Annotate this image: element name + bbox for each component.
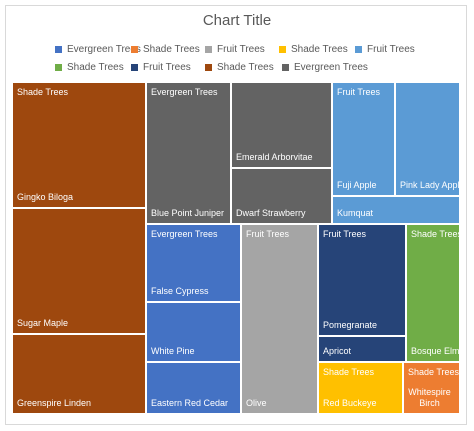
tile-group-label: Fruit Trees [246,229,290,239]
legend-label: Evergreen Trees [67,43,141,55]
legend-swatch [279,45,286,53]
legend-row: Shade Trees Fruit Trees Shade Trees Evergre… [0,60,474,74]
treemap-tile: Fruit Trees Olive [242,225,317,413]
chart-title: Chart Title [202,12,272,29]
treemap-tile: Fruit Trees Fuji Apple [333,83,394,195]
tile-name-label: Red Buckeye [323,398,377,408]
treemap-tile: Emerald Arborvitae [232,83,331,167]
treemap-tile: Sugar Maple [13,209,145,333]
legend-label: Fruit Trees [367,43,415,55]
tile-name-label: Dwarf Strawberry [236,208,306,218]
treemap-tile: Pink Lady Apple [396,83,465,195]
treemap-tile: Kumquat [333,197,459,223]
treemap-tile: Dwarf Strawberry [232,169,331,223]
tile-group-label: Fruit Trees [323,229,367,239]
legend-entry: Fruit Trees [355,42,415,56]
legend-label: Evergreen Trees [294,61,368,73]
treemap-tile: White Pine [147,303,240,361]
treemap-tile: Greenspire Linden [13,335,145,413]
legend-swatch [205,63,212,71]
legend-entry: Shade Trees [55,60,124,74]
legend-label: Shade Trees [143,43,200,55]
legend-entry: Fruit Trees [131,60,191,74]
treemap-tile: Fruit Trees Pomegranate [319,225,405,335]
treemap-tile: Evergreen Trees Blue Point Juniper [147,83,230,223]
legend-swatch [55,45,62,53]
tile-name-label: Pink Lady Apple [400,180,465,190]
treemap-tile: Apricot [319,337,405,361]
legend-swatch [131,45,138,53]
legend-swatch [355,45,362,53]
tile-name-label: Olive [246,398,267,408]
tile-name-label: White Pine [151,346,195,356]
legend-label: Fruit Trees [217,43,265,55]
legend-label: Shade Trees [67,61,124,73]
tile-name-label: False Cypress [151,286,209,296]
tile-name-label: Emerald Arborvitae [236,152,313,162]
tile-name-label: Fuji Apple [337,180,377,190]
tile-name-label: Greenspire Linden [17,398,92,408]
tile-name-label: Bosque Elm [411,346,460,356]
legend-row: Evergreen Trees Shade Trees Fruit Trees Sha… [0,42,474,56]
legend-entry: Shade Trees [205,60,274,74]
tile-name-label: Sugar Maple [17,318,69,328]
legend-label: Shade Trees [291,43,348,55]
tile-name-label: Apricot [323,346,352,356]
legend-entry: Evergreen Trees [282,60,368,74]
tile-name-label: Blue Point Juniper [151,208,225,218]
tile-name-label: Whitespire Birch [408,387,451,408]
legend-swatch [131,63,138,71]
legend-entry: Fruit Trees [205,42,265,56]
tile-group-label: Fruit Trees [337,87,381,97]
treemap-tile: Eastern Red Cedar [147,363,240,413]
tile-group-label: Evergreen Trees [151,229,218,239]
legend-entry: Evergreen Trees [55,42,141,56]
tile-group-label: Evergreen Trees [151,87,218,97]
legend-entry: Shade Trees [279,42,348,56]
legend-label: Fruit Trees [143,61,191,73]
tile-name-label: Gingko Biloga [17,192,74,202]
legend-label: Shade Trees [217,61,274,73]
tile-name-label: Eastern Red Cedar [151,398,229,408]
legend-swatch [55,63,62,71]
legend-swatch [205,45,212,53]
treemap-tile: Shade Trees Bosque Elm [407,225,463,361]
tile-name-label: Kumquat [337,208,374,218]
treemap-tile: Evergreen Trees False Cypress [147,225,240,301]
legend-swatch [282,63,289,71]
treemap-tile: Shade Trees Gingko Biloga [13,83,145,207]
tile-name-label: Pomegranate [323,320,378,330]
tile-group-label: Shade Trees [323,367,375,377]
tile-group-label: Shade Trees [411,229,463,239]
tile-group-label: Shade Trees [408,367,460,377]
treemap-tile: Shade Trees Red Buckeye [319,363,402,413]
tile-group-label: Shade Trees [17,87,69,97]
treemap-tile: Shade Trees Whitespire Birch [404,363,459,413]
legend-entry: Shade Trees [131,42,200,56]
